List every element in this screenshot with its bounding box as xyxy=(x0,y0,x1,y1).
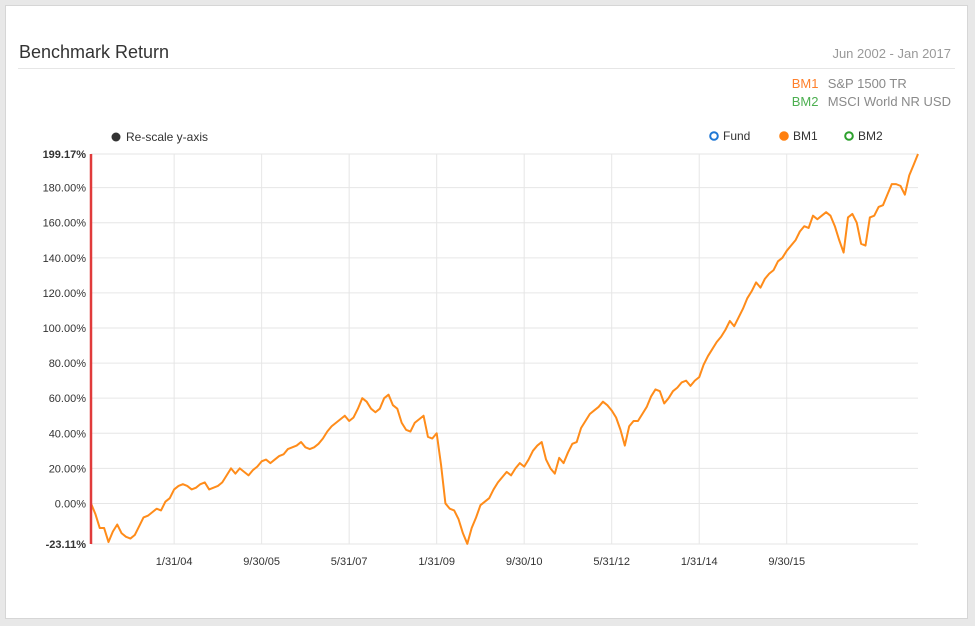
legend-item-bm1[interactable]: BM1 xyxy=(779,129,818,143)
x-tick-label: 1/31/04 xyxy=(156,556,193,568)
series-layer xyxy=(90,153,919,545)
legend-item-fund[interactable]: Fund xyxy=(709,129,750,143)
y-tick-label: 40.00% xyxy=(49,428,87,440)
x-tick-label: 9/30/15 xyxy=(768,556,805,568)
y-tick-label: -23.11% xyxy=(46,539,87,551)
benchmark-code: BM2 xyxy=(791,94,819,109)
benchmark-row-bm2: BM2 MSCI World NR USD xyxy=(792,93,951,111)
legend-label[interactable]: BM1 xyxy=(793,129,818,143)
y-tick-label: 140.00% xyxy=(43,253,87,265)
benchmark-return-panel: Benchmark Return Jun 2002 - Jan 2017 BM1… xyxy=(5,5,968,619)
benchmark-name: MSCI World NR USD xyxy=(827,94,951,109)
y-tick-label: 120.00% xyxy=(43,288,87,300)
y-tick-label: 160.00% xyxy=(43,218,87,230)
legend-marker-icon[interactable] xyxy=(709,131,719,141)
grid-lines xyxy=(91,153,918,545)
rescale-y-axis-control[interactable]: Re-scale y-axis xyxy=(111,130,209,144)
legend-marker-icon[interactable] xyxy=(779,131,789,141)
x-axis: 1/31/04 9/30/05 5/31/07 1/31/09 9/30/10 5/31/… xyxy=(156,556,805,568)
y-tick-label: 80.00% xyxy=(49,358,87,370)
date-range: Jun 2002 - Jan 2017 xyxy=(832,46,951,61)
benchmark-name: S&P 1500 TR xyxy=(827,76,907,91)
y-tick-label: 20.00% xyxy=(49,463,87,475)
legend-label[interactable]: Fund xyxy=(723,129,750,143)
x-tick-label: 1/31/14 xyxy=(681,556,718,568)
rescale-toggle-icon[interactable] xyxy=(111,132,121,142)
y-tick-label: 180.00% xyxy=(43,183,87,195)
legend: Fund BM1 BM2 xyxy=(709,129,883,143)
x-tick-label: 1/31/09 xyxy=(418,556,455,568)
y-axis: 199.17% 180.00% 160.00% 140.00% 120.00% 100.0… xyxy=(43,149,87,551)
x-tick-label: 9/30/10 xyxy=(506,556,543,568)
y-tick-label: 0.00% xyxy=(55,498,86,510)
y-tick-label: 100.00% xyxy=(43,323,87,335)
y-tick-label: 60.00% xyxy=(49,393,87,405)
benchmark-list: BM1 S&P 1500 TR BM2 MSCI World NR USD xyxy=(792,75,951,111)
benchmark-code: BM1 xyxy=(791,76,819,91)
legend-label[interactable]: BM2 xyxy=(858,129,883,143)
x-tick-label: 5/31/07 xyxy=(331,556,368,568)
rescale-label[interactable]: Re-scale y-axis xyxy=(126,130,208,144)
benchmark-row-bm1: BM1 S&P 1500 TR xyxy=(792,75,951,93)
header-divider xyxy=(18,68,955,69)
panel-title: Benchmark Return xyxy=(19,42,170,62)
legend-item-bm2[interactable]: BM2 xyxy=(844,129,883,143)
legend-marker-icon[interactable] xyxy=(844,131,854,141)
x-tick-label: 5/31/12 xyxy=(593,556,630,568)
x-tick-label: 9/30/05 xyxy=(243,556,280,568)
y-tick-label: 199.17% xyxy=(43,149,87,161)
series-line-bm1[interactable] xyxy=(90,153,919,545)
